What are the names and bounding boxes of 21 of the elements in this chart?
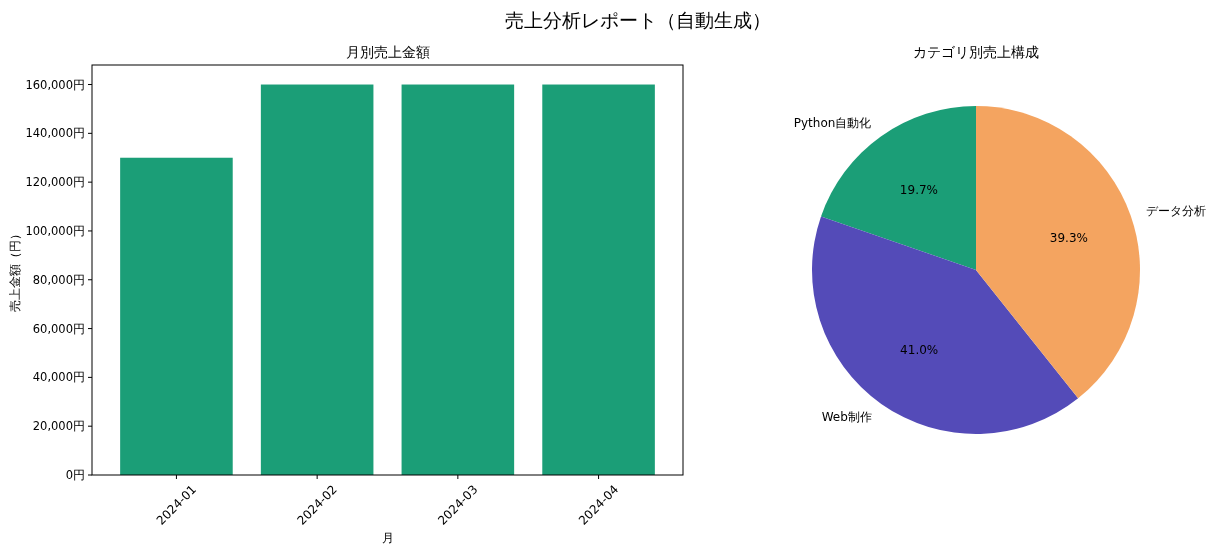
x-axis-title: 月 [381,531,394,545]
chart-title: カテゴリ別売上構成 [913,44,1039,60]
y-tick-label: 20,000円 [32,419,85,434]
y-tick-label: 0円 [65,468,85,482]
data-label: 19.7% [899,182,938,197]
y-tick-label: 60,000円 [32,321,85,336]
data-label: 41.0% [900,343,939,358]
y-tick-label: 100,000円 [25,223,85,238]
text: 売上分析レポート（自動生成） [505,9,771,31]
y-tick-label: 160,000円 [25,77,85,92]
y-tick-label: 140,000円 [25,126,85,141]
slice-label: Web制作 [821,410,872,425]
pie-slice [976,106,1140,399]
y-tick-label: 40,000円 [32,370,85,385]
y-axis-title: 売上金額（円） [8,228,22,312]
y-tick-label: 80,000円 [32,272,85,287]
y-tick-label: 120,000円 [25,175,85,190]
slice-label: データ分析 [1146,203,1207,218]
data-label: 39.3% [1049,230,1088,245]
slice-label: Python自動化 [793,116,872,131]
chart-title: 月別売上金額 [345,44,430,60]
